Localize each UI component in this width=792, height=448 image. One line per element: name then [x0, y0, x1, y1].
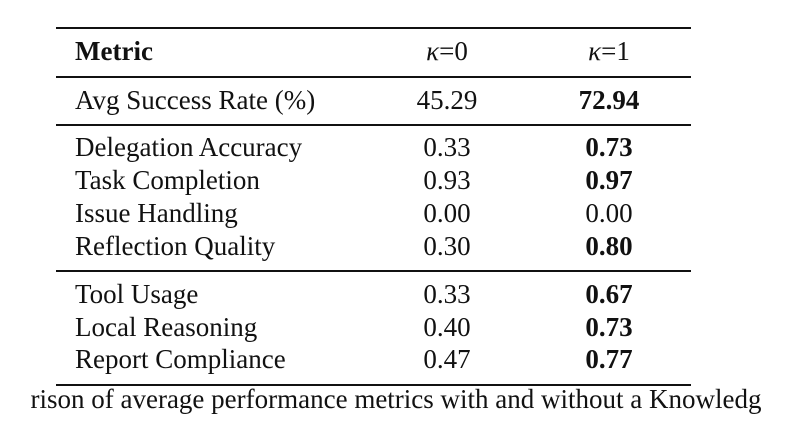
metric-label: Report Compliance	[75, 344, 286, 374]
metric-label: Local Reasoning	[75, 312, 258, 342]
group-rule	[56, 270, 691, 272]
value-k0: 0.40	[423, 312, 471, 342]
value-k0: 0.30	[423, 231, 471, 261]
value-k0: 0.33	[423, 279, 471, 309]
header-kappa-1: κ=1	[588, 36, 630, 66]
value-k0: 0.47	[423, 344, 471, 374]
header-metric: Metric	[75, 36, 153, 66]
value-k1: 0.67	[585, 279, 633, 309]
value-k1: 0.77	[585, 344, 633, 374]
summary-rule	[56, 124, 691, 126]
metric-label: Delegation Accuracy	[75, 132, 303, 162]
value-k1: 0.97	[585, 165, 633, 195]
top-rule	[56, 27, 691, 29]
metric-label: Tool Usage	[75, 279, 199, 309]
metric-label: Reflection Quality	[75, 231, 276, 261]
table-caption: rison of average performance metrics wit…	[30, 384, 762, 414]
value-k0: 0.93	[423, 165, 471, 195]
metric-label: Avg Success Rate (%)	[75, 85, 316, 115]
metric-label: Task Completion	[75, 165, 260, 195]
value-k0: 0.00	[423, 198, 471, 228]
value-k1: 0.00	[585, 198, 633, 228]
value-k1: 0.73	[585, 312, 633, 342]
header-rule	[56, 76, 691, 78]
bottom-rule	[56, 384, 691, 386]
header-kappa-0: κ=0	[426, 36, 468, 66]
value-k1: 72.94	[578, 85, 640, 115]
value-k1: 0.73	[585, 132, 633, 162]
value-k1: 0.80	[585, 231, 633, 261]
value-k0: 0.33	[423, 132, 471, 162]
value-k0: 45.29	[416, 85, 478, 115]
metric-label: Issue Handling	[75, 198, 238, 228]
